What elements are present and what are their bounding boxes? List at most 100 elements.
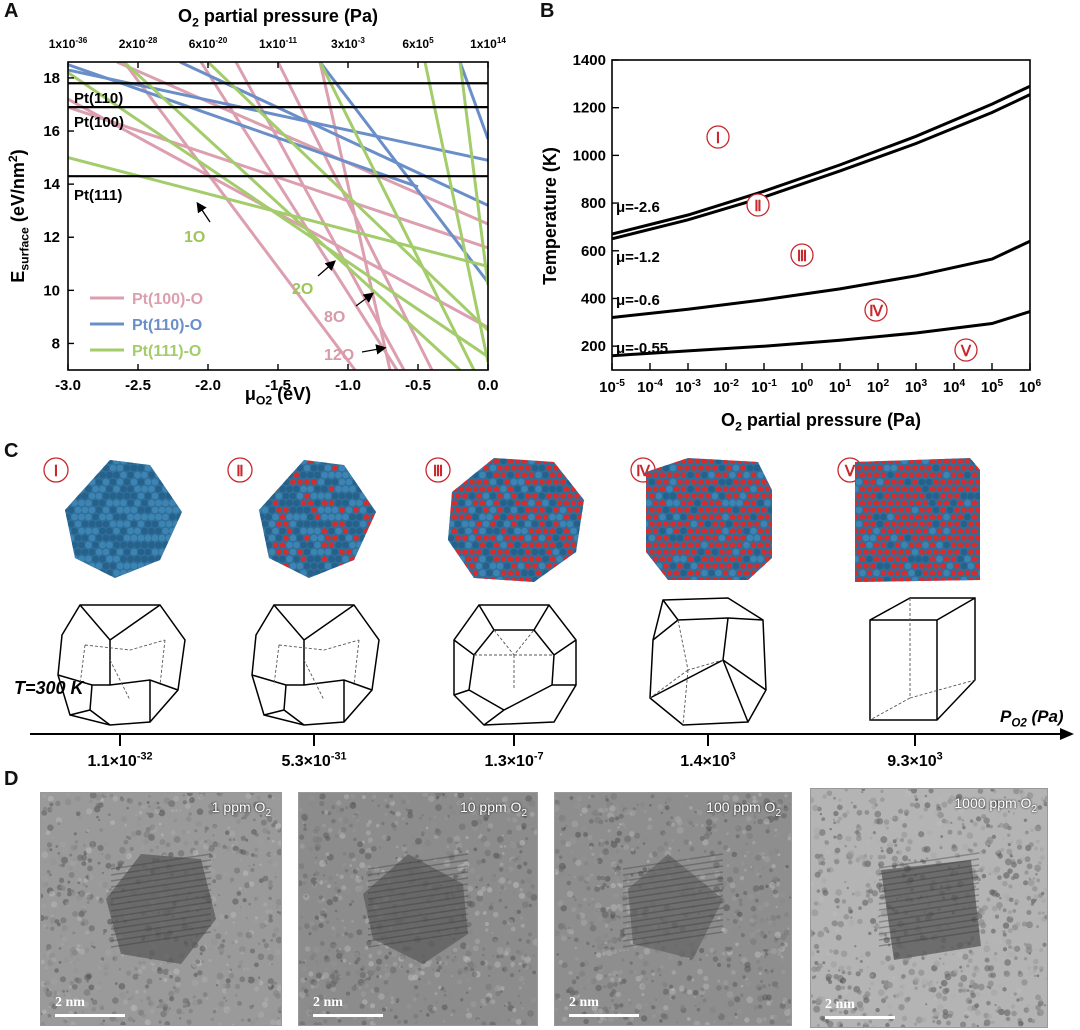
noise-speck xyxy=(59,841,66,848)
pt-atom xyxy=(179,520,182,528)
pt-atom xyxy=(144,464,152,472)
noise-speck xyxy=(154,832,161,838)
noise-speck xyxy=(97,861,101,865)
pt-atom xyxy=(123,562,131,570)
pt-atom xyxy=(259,485,265,493)
pt-atom xyxy=(662,506,670,514)
noise-speck xyxy=(301,990,305,994)
pt-atom xyxy=(106,541,113,549)
oxygen-atom xyxy=(779,486,785,492)
pressure-axis-arrow xyxy=(1060,728,1074,740)
pt-atom xyxy=(321,584,328,591)
oxygen-atom xyxy=(497,507,503,513)
oxygen-atom xyxy=(673,570,680,576)
oxygen-atom xyxy=(912,535,918,541)
noise-speck xyxy=(493,938,498,943)
pt-atom xyxy=(259,478,262,486)
noise-speck xyxy=(261,1001,269,1008)
panel-a-chart: Pt(110)Pt(100)Pt(111)-3.0 -2.5 -2.0 -1.5 -1.… xyxy=(6,6,507,408)
pt-atom xyxy=(290,451,297,458)
pt-atom xyxy=(552,576,560,582)
pt-atom xyxy=(732,464,740,472)
pt-atom xyxy=(81,548,89,556)
noise-speck xyxy=(244,809,251,816)
atomic-cluster xyxy=(259,451,376,591)
pt-atom xyxy=(314,541,321,549)
noise-speck xyxy=(435,955,442,962)
oxygen-atom xyxy=(961,507,967,513)
oxygen-atom xyxy=(649,493,655,499)
noise-speck xyxy=(149,848,154,853)
pt-atom xyxy=(503,506,511,514)
surface-label: Pt(100) xyxy=(74,114,124,131)
oxygen-atom xyxy=(982,479,988,485)
noise-speck xyxy=(330,941,337,949)
noise-speck xyxy=(523,815,527,819)
noise-speck xyxy=(306,849,309,853)
noise-speck xyxy=(564,829,570,835)
noise-speck xyxy=(155,828,160,834)
oxygen-atom xyxy=(905,451,911,457)
oxygen-atom xyxy=(673,528,680,534)
noise-speck xyxy=(264,982,269,987)
pt-atom xyxy=(580,506,584,514)
noise-speck xyxy=(726,991,734,998)
noise-speck xyxy=(264,1014,268,1018)
oxygen-atom xyxy=(863,507,869,513)
pt-atom xyxy=(911,576,919,582)
pt-atom xyxy=(328,555,335,563)
oxygen-atom xyxy=(750,542,757,548)
pt-atom xyxy=(673,513,680,521)
noise-speck xyxy=(594,816,601,824)
oxygen-atom xyxy=(964,542,971,548)
noise-speck xyxy=(668,847,672,851)
noise-speck xyxy=(757,984,761,987)
noise-speck xyxy=(734,1015,739,1020)
noise-speck xyxy=(761,984,767,989)
pt-atom xyxy=(542,569,549,577)
y-tick-label: 1200 xyxy=(573,100,606,117)
oxygen-atom xyxy=(954,521,960,527)
noise-speck xyxy=(421,813,424,817)
pt-atom xyxy=(127,460,134,465)
pt-atom xyxy=(303,562,311,570)
edges xyxy=(453,604,577,726)
noise-speck xyxy=(648,803,652,807)
pt-atom xyxy=(141,569,148,577)
pt-atom xyxy=(697,548,705,556)
pt-atom xyxy=(50,542,57,549)
noise-speck xyxy=(108,888,113,892)
pt-atom xyxy=(503,520,511,528)
noise-speck xyxy=(735,893,740,898)
pt-atom xyxy=(71,527,78,535)
pt-atom xyxy=(151,478,159,486)
oxygen-atom xyxy=(525,479,531,485)
oxygen-atom xyxy=(465,570,472,576)
top-tick-label: 6x10-20 xyxy=(189,36,228,51)
noise-speck xyxy=(747,893,755,901)
pt-atom xyxy=(359,534,367,542)
oxygen-atom xyxy=(691,465,697,471)
pt-atom xyxy=(81,534,89,542)
noise-speck xyxy=(353,952,360,959)
oxygen-atom xyxy=(884,535,890,541)
noise-speck xyxy=(504,905,508,909)
noise-speck xyxy=(456,979,463,985)
noise-speck xyxy=(59,934,63,938)
oxygen-atom xyxy=(493,514,500,520)
oxygen-atom xyxy=(493,500,500,506)
oxygen-atom xyxy=(975,465,980,471)
noise-speck xyxy=(610,904,618,911)
noise-speck xyxy=(273,992,276,996)
oxygen-atom xyxy=(279,570,286,576)
noise-speck xyxy=(327,827,333,833)
oxygen-atom xyxy=(877,535,883,541)
oxygen-atom xyxy=(891,563,897,569)
noise-speck xyxy=(177,850,185,857)
oxygen-atom xyxy=(712,479,718,485)
noise-speck xyxy=(457,970,462,975)
noise-speck xyxy=(526,841,530,844)
pt-atom xyxy=(546,451,553,458)
noise-speck xyxy=(218,914,225,920)
pt-atom xyxy=(162,569,169,577)
